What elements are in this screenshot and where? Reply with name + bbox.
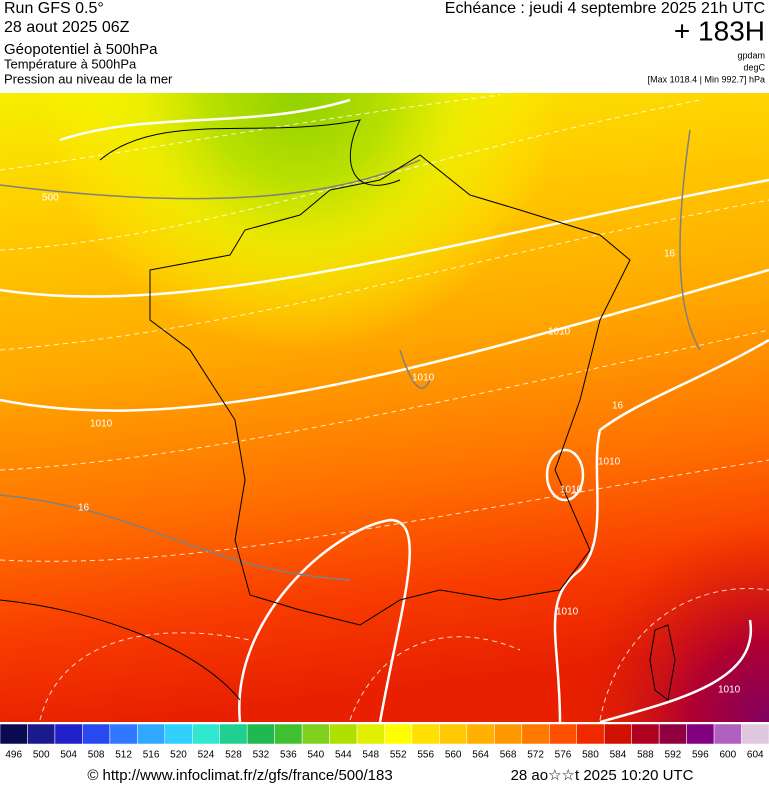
color-swatch: [466, 723, 495, 745]
colorbar-label: 548: [362, 750, 379, 761]
color-swatch: [164, 723, 193, 745]
colorbar-label: 520: [170, 750, 187, 761]
color-swatch: [686, 723, 715, 745]
color-swatch: [0, 723, 28, 745]
color-swatch: [137, 723, 166, 745]
color-swatch: [329, 723, 358, 745]
colorbar-label: 588: [637, 750, 654, 761]
color-swatch: [301, 723, 330, 745]
layer: Pression au niveau de la mer: [4, 71, 173, 86]
colorbar-label: 500: [33, 750, 50, 761]
contour-label: 1010: [560, 485, 583, 496]
colorbar-label: 580: [582, 750, 599, 761]
coastline: [0, 119, 676, 701]
color-swatch: [631, 723, 660, 745]
colorbar-label: 512: [115, 750, 132, 761]
pressure-contours: [0, 98, 769, 724]
colorbar-label: 568: [500, 750, 517, 761]
contour-label: 500: [42, 193, 59, 204]
colorbar-label: 564: [472, 750, 489, 761]
contour-label: 1010: [548, 327, 571, 338]
echeance: Echéance : jeudi 4 septembre 2025 21h UT…: [445, 0, 765, 17]
field: [0, 93, 769, 722]
contour-label: 1010: [90, 419, 113, 430]
colorbar-label: 528: [225, 750, 242, 761]
colorbar-label: 604: [747, 750, 764, 761]
unit: gpdam: [737, 50, 765, 60]
range: [Max 1018.4 | Min 992.7] hPa: [648, 74, 765, 84]
color-swatch: [439, 723, 468, 745]
colorbar-label: 508: [88, 750, 105, 761]
colorbar-label: 544: [335, 750, 352, 761]
colorbar-label: 496: [5, 750, 22, 761]
colorbar-label: 572: [527, 750, 544, 761]
contour-label: 16: [612, 401, 624, 412]
colorbar-label: 540: [307, 750, 324, 761]
color-swatch: [356, 723, 385, 745]
color-swatch: [246, 723, 275, 745]
date: 28 aout 2025 06Z: [4, 19, 130, 36]
temperature-contours: [0, 129, 701, 581]
contour-label: 1010: [412, 373, 435, 384]
color-swatch: [219, 723, 248, 745]
color-swatch: [109, 723, 138, 745]
color-swatch: [741, 723, 769, 745]
dashed-contours: [0, 94, 769, 721]
color-swatch: [192, 723, 220, 745]
contour-label: 1010: [598, 457, 621, 468]
unit: degC: [743, 62, 765, 72]
colorbar-label: 536: [280, 750, 297, 761]
contour-label: 16: [664, 249, 676, 260]
colorbar-label: 504: [60, 750, 77, 761]
footer-url: © http://www.infoclimat.fr/z/gfs/france/…: [87, 767, 392, 784]
layer: Géopotentiel à 500hPa: [4, 41, 158, 58]
color-swatch: [603, 723, 632, 745]
color-swatch: [576, 723, 605, 745]
colorbar-label: 592: [665, 750, 682, 761]
color-swatch: [658, 723, 687, 745]
colorbar-label: 584: [610, 750, 627, 761]
contour-label: 16: [78, 503, 90, 514]
colorbar-label: 556: [417, 750, 434, 761]
contour-label: 1010: [556, 607, 579, 618]
colorbar-label: 516: [143, 750, 160, 761]
color-swatch: [54, 723, 83, 745]
colorbar-label: 576: [555, 750, 572, 761]
color-swatch: [27, 723, 56, 745]
header: Run GFS 0.5° 28 aout 2025 06Z Géopotenti…: [4, 0, 766, 86]
run: Run GFS 0.5°: [4, 0, 104, 17]
colorbar-label: 596: [692, 750, 709, 761]
color-swatch: [82, 723, 111, 745]
color-swatch: [494, 723, 523, 745]
colorbar-label: 524: [198, 750, 215, 761]
color-swatch: [274, 723, 303, 745]
colorbar: 496 500 504 508 512 516 520 524 528 532 536 540 544 5…: [0, 723, 769, 761]
color-swatch: [521, 723, 550, 745]
color-swatch: [384, 723, 413, 745]
offset: + 183H: [674, 15, 765, 46]
colorbar-label: 560: [445, 750, 462, 761]
color-swatch: [411, 723, 440, 745]
layer: Température à 500hPa: [4, 56, 137, 71]
colorbar-label: 600: [719, 750, 736, 761]
colorbar-label: 532: [253, 750, 270, 761]
map: 500 1010 1010 1010 1010 16 16 16 1010 10…: [0, 93, 769, 724]
color-swatch: [549, 723, 577, 745]
color-swatch: [713, 723, 742, 745]
footer-timestamp: 28 ao☆☆t 2025 10:20 UTC: [511, 767, 694, 784]
contour-label: 1010: [718, 685, 741, 696]
colorbar-label: 552: [390, 750, 407, 761]
